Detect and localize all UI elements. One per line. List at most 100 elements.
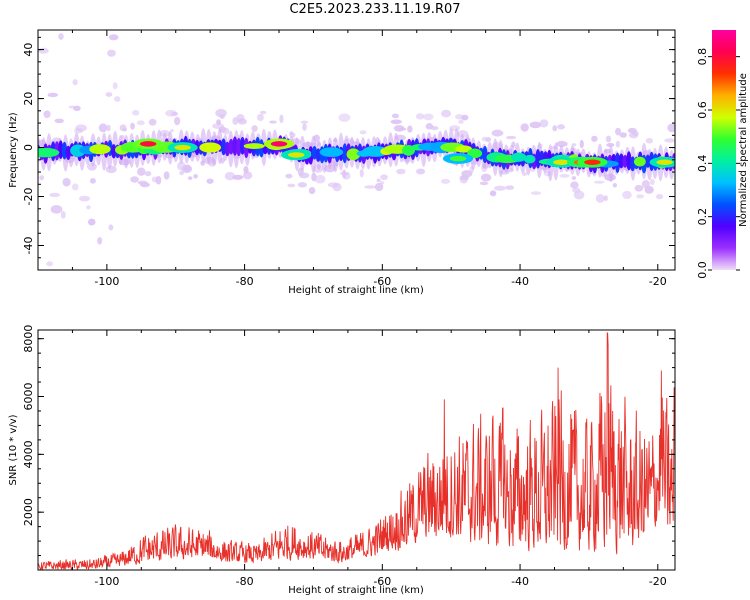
heatmap-speckle <box>407 125 413 133</box>
heatmap-speckle <box>49 192 60 198</box>
heatmap-hotspot <box>287 152 305 158</box>
heatmap-band-cell <box>315 148 321 162</box>
heatmap-speckle <box>615 140 620 148</box>
heatmap-speckle <box>455 114 464 120</box>
heatmap-band-cell <box>630 156 636 172</box>
heatmap-speckle <box>390 119 402 125</box>
heatmap-speckle <box>505 185 515 190</box>
spectrogram-heatmap <box>38 33 675 267</box>
heatmap-speckle <box>667 123 675 133</box>
heatmap-speckle <box>137 167 146 176</box>
heatmap-speckle <box>193 174 198 179</box>
heatmap-band-cell <box>61 141 68 160</box>
heatmap-speckle <box>489 190 497 197</box>
heatmap-blob <box>38 147 60 158</box>
heatmap-speckle <box>530 191 542 196</box>
heatmap-speckle <box>50 204 63 214</box>
spectrogram-x-tick-label: -40 <box>511 275 529 288</box>
heatmap-speckle <box>480 173 492 182</box>
heatmap-speckle <box>529 121 542 129</box>
colorbar-tick-label: 0.2 <box>696 208 709 226</box>
heatmap-speckle <box>105 92 113 97</box>
spectrogram-y-tick-label: 40 <box>22 43 35 57</box>
heatmap-speckle <box>46 261 54 267</box>
spectrogram-y-tick-label: -40 <box>22 237 35 255</box>
colorbar-label: Normalized spectral amplitude <box>738 73 749 227</box>
snr-x-tick-label: -80 <box>236 575 254 588</box>
heatmap-hotspot <box>139 141 157 147</box>
heatmap-speckle <box>174 116 181 126</box>
snr-x-label: Height of straight line (km) <box>288 585 424 596</box>
heatmap-speckle <box>279 114 284 124</box>
heatmap-band-cell <box>111 144 117 159</box>
heatmap-speckle <box>649 178 655 186</box>
heatmap-speckle <box>359 130 367 135</box>
heatmap-speckle <box>60 210 66 219</box>
heatmap-hotspot <box>584 159 601 165</box>
heatmap-speckle <box>224 171 236 181</box>
heatmap-speckle <box>71 183 79 191</box>
heatmap-speckle <box>374 182 384 192</box>
spectrogram-frame <box>37 29 676 271</box>
heatmap-speckle <box>479 181 489 186</box>
heatmap-speckle <box>108 224 114 231</box>
heatmap-speckle <box>612 183 618 188</box>
heatmap-band-cell <box>342 143 348 164</box>
heatmap-speckle <box>38 47 49 54</box>
heatmap-speckle <box>415 113 425 120</box>
heatmap-speckle <box>311 172 317 182</box>
heatmap-speckle <box>379 181 385 185</box>
heatmap-speckle <box>459 175 470 181</box>
heatmap-blob <box>523 154 536 164</box>
heatmap-hotspot <box>553 159 570 165</box>
spectrogram-y-tick-label: 20 <box>22 92 35 106</box>
heatmap-speckle <box>86 205 91 210</box>
spectrogram-x-tick-label: -100 <box>94 275 119 288</box>
heatmap-speckle <box>97 236 103 245</box>
heatmap-speckle <box>559 173 570 178</box>
heatmap-speckle <box>165 109 177 117</box>
heatmap-speckle <box>58 33 64 40</box>
heatmap-speckle <box>655 193 664 200</box>
heatmap-blob <box>319 147 344 158</box>
heatmap-speckle <box>314 174 326 184</box>
snr-panel: -100 -80 -60 -40 -20 2000 4000 6000 8000 Height… <box>8 325 676 596</box>
heatmap-speckle <box>571 143 577 147</box>
heatmap-hotspot <box>174 144 191 151</box>
heatmap-speckle <box>593 180 605 184</box>
heatmap-speckle <box>151 176 158 183</box>
heatmap-speckle <box>485 137 492 143</box>
heatmap-speckle <box>440 109 452 118</box>
heatmap-speckle <box>440 178 451 184</box>
heatmap-speckle <box>112 82 118 90</box>
heatmap-speckle <box>591 135 598 142</box>
heatmap-speckle <box>359 168 364 178</box>
heatmap-speckle <box>130 122 135 130</box>
colorbar-ticks: 0.0 0.2 0.4 0.6 0.8 <box>696 48 740 279</box>
heatmap-speckle <box>285 173 293 179</box>
heatmap-blob <box>199 142 222 153</box>
heatmap-speckle <box>119 124 127 132</box>
heatmap-speckle <box>634 184 644 192</box>
heatmap-speckle <box>179 170 184 176</box>
snr-y-tick-label: 8000 <box>22 325 35 353</box>
heatmap-blob <box>243 143 265 150</box>
heatmap-speckle <box>39 175 45 181</box>
heatmap-speckle <box>396 168 406 175</box>
heatmap-speckle <box>163 171 170 180</box>
heatmap-blob <box>89 144 111 155</box>
snr-y-label: SNR (10 * v/v) <box>8 414 19 485</box>
snr-series-line <box>38 332 675 570</box>
heatmap-speckle <box>628 132 639 139</box>
colorbar-gradient <box>712 30 736 270</box>
heatmap-band-cell <box>618 153 624 169</box>
spectrogram-x-tick-label: -20 <box>649 275 667 288</box>
heatmap-speckle <box>137 180 148 185</box>
heatmap-speckle <box>106 124 111 132</box>
colorbar: 0.0 0.2 0.4 0.6 0.8 Normalized spectral ampl… <box>696 30 749 279</box>
spectrogram-x-ticks: -100 -80 -60 -40 -20 <box>37 30 667 288</box>
heatmap-band-cell <box>228 138 234 155</box>
heatmap-speckle <box>391 113 400 119</box>
heatmap-blob <box>633 156 646 167</box>
